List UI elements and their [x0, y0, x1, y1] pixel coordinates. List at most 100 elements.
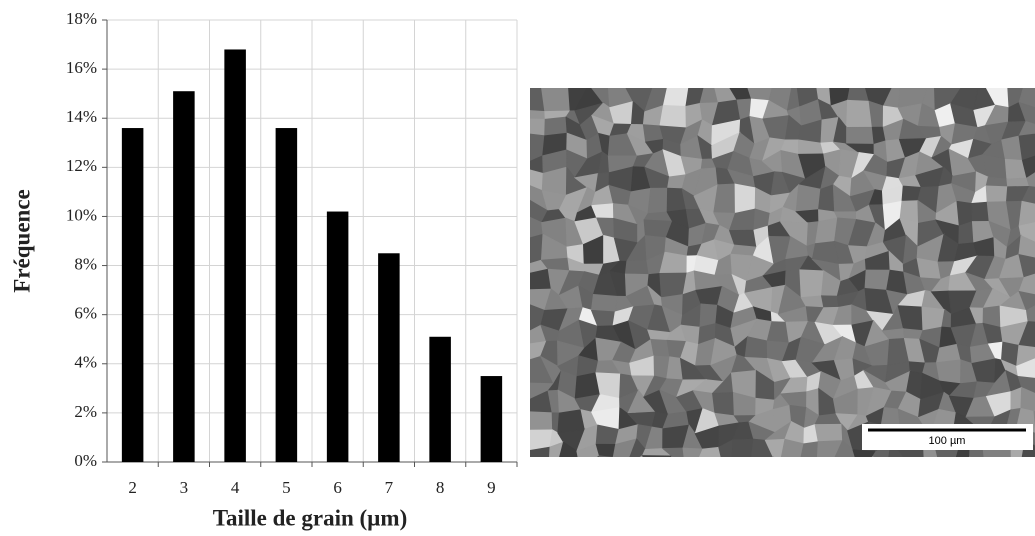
grain	[1018, 290, 1035, 312]
grain	[530, 233, 544, 265]
grain	[1025, 305, 1035, 323]
grain	[1018, 254, 1035, 279]
grain	[713, 183, 736, 214]
grain	[543, 460, 567, 479]
x-tick-label: 7	[385, 478, 394, 497]
grain	[924, 464, 944, 479]
y-tick-label: 18%	[66, 9, 97, 28]
bar	[275, 128, 298, 463]
y-tick-label: 6%	[74, 304, 97, 323]
y-tick-label: 10%	[66, 205, 97, 224]
grain	[780, 463, 799, 479]
grain	[820, 295, 840, 309]
grain	[750, 438, 774, 457]
grain	[1018, 88, 1035, 109]
grain	[969, 456, 972, 457]
grain	[718, 439, 734, 457]
grain	[530, 411, 553, 431]
grain	[1010, 386, 1022, 411]
grain	[908, 462, 927, 479]
grain	[558, 461, 580, 479]
x-tick-label: 4	[231, 478, 240, 497]
grain	[544, 116, 568, 137]
grain	[1018, 120, 1035, 137]
x-tick-label: 2	[128, 478, 137, 497]
grain	[882, 461, 909, 479]
y-tick-label: 12%	[66, 156, 97, 175]
grain	[871, 456, 874, 457]
grain	[799, 460, 821, 479]
grain	[541, 88, 571, 112]
grain	[1021, 459, 1035, 479]
grain	[846, 99, 873, 128]
grain	[659, 105, 687, 129]
y-tick-label: 14%	[66, 107, 97, 126]
grain	[559, 441, 579, 457]
x-tick-label: 9	[487, 478, 496, 497]
grain	[1016, 358, 1035, 379]
grain	[1018, 200, 1035, 227]
x-tick-label: 5	[282, 478, 291, 497]
grain	[549, 441, 564, 457]
x-axis-label: Taille de grain (µm)	[213, 505, 407, 530]
grain	[1003, 465, 1029, 479]
grain	[530, 446, 551, 457]
grain	[834, 439, 856, 457]
grain	[1017, 375, 1035, 394]
bar	[326, 211, 349, 462]
y-tick-label: 4%	[74, 353, 97, 372]
grain	[659, 251, 688, 274]
grain	[985, 185, 1009, 203]
grain	[764, 438, 786, 457]
grain	[817, 459, 842, 479]
grain	[530, 460, 549, 479]
grain	[1018, 133, 1035, 161]
grain	[984, 459, 1011, 479]
grains	[530, 88, 1035, 479]
bar	[224, 49, 246, 462]
grain	[772, 456, 774, 457]
scale-bar-label: 100 µm	[929, 435, 966, 447]
grain	[1018, 321, 1035, 348]
bar	[378, 253, 400, 462]
bar	[173, 91, 195, 462]
grain	[846, 126, 875, 145]
grain	[1018, 101, 1035, 125]
grain	[772, 456, 774, 457]
grain	[682, 447, 704, 457]
bar	[429, 336, 451, 462]
grain	[795, 184, 822, 213]
grain	[799, 269, 825, 299]
grain	[590, 294, 619, 313]
grain	[612, 456, 614, 457]
y-tick-label: 2%	[74, 402, 97, 421]
y-tick-label: 0%	[74, 451, 97, 470]
grain	[670, 455, 674, 457]
grain	[699, 446, 722, 457]
grain	[639, 454, 644, 457]
grain	[661, 447, 685, 457]
grain	[650, 338, 671, 358]
grain	[732, 460, 751, 479]
x-tick-label: 8	[436, 478, 445, 497]
grain	[744, 336, 768, 359]
grain	[1018, 273, 1035, 296]
bar	[121, 128, 144, 463]
grain	[530, 118, 546, 137]
grain	[852, 449, 877, 457]
grain	[1026, 172, 1035, 188]
grain	[834, 459, 859, 479]
grain	[624, 259, 650, 275]
grain	[800, 441, 819, 457]
grain	[530, 268, 552, 291]
scale-bar-box	[862, 424, 1033, 450]
grain	[721, 460, 734, 479]
grain	[662, 88, 690, 107]
grain	[731, 438, 755, 457]
grain	[1006, 177, 1030, 188]
grain	[695, 460, 722, 479]
grain	[598, 455, 614, 457]
grain	[969, 456, 971, 457]
micrograph: 100 µm	[530, 88, 1035, 479]
grain	[595, 443, 617, 457]
